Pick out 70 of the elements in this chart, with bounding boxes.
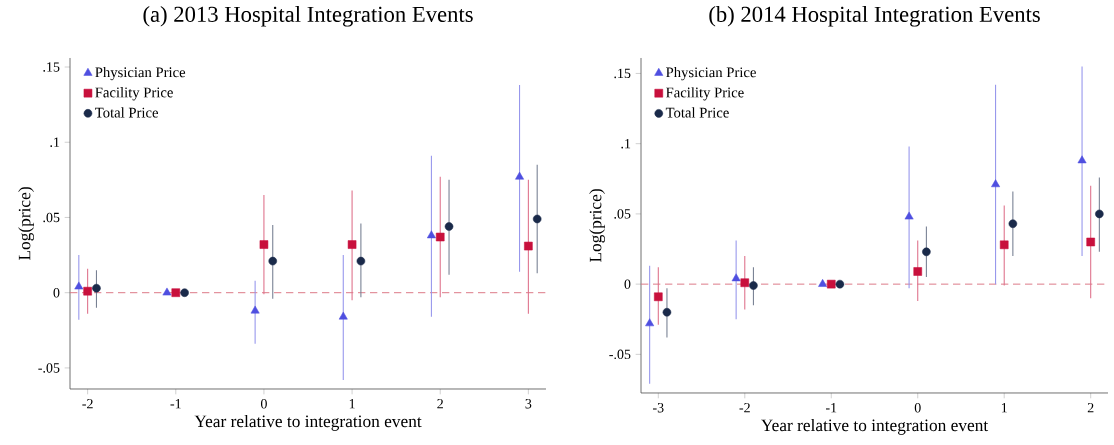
y-tick-label: -.05: [609, 349, 631, 360]
point: [426, 230, 436, 239]
point: [913, 267, 923, 276]
point: [991, 179, 1000, 188]
point: [92, 283, 101, 293]
point: [524, 241, 533, 251]
point: [1008, 219, 1018, 229]
y-tick-label: .15: [614, 68, 631, 79]
point: [1086, 237, 1095, 247]
y-tick-label: -.05: [38, 363, 60, 373]
x-tick-label: 3: [525, 399, 532, 409]
x-tick-label: 2: [437, 399, 443, 409]
point: [83, 286, 92, 296]
x-tick-label: -3: [652, 403, 664, 413]
point: [1077, 155, 1087, 164]
y-tick-label: 0: [624, 279, 631, 289]
point: [347, 240, 357, 249]
legend-label: Total Price: [95, 107, 159, 118]
point: [162, 287, 172, 296]
point: [731, 273, 741, 282]
x-axis-title: Year relative to integration event: [194, 414, 422, 431]
x-tick-label: -2: [82, 399, 93, 409]
point: [645, 318, 655, 327]
legend-label: Total Price: [665, 107, 729, 118]
point: [904, 211, 914, 220]
legend-label: Physician Price: [666, 66, 756, 81]
y-tick-label: 0: [53, 287, 60, 298]
x-tick-label: -1: [825, 403, 837, 413]
point: [532, 214, 542, 224]
x-tick-label: 0: [260, 399, 267, 409]
y-tick-label: .1: [621, 138, 631, 149]
y-tick-label: .05: [614, 209, 631, 219]
point: [435, 232, 445, 242]
legend-label: Physician Price: [95, 66, 186, 81]
y-axis-title: Log(price): [589, 189, 605, 263]
point: [1095, 209, 1104, 219]
point: [818, 279, 828, 287]
chart-title: (a) 2013 Hospital Integration Events: [143, 6, 473, 27]
point: [444, 222, 454, 231]
point: [999, 240, 1009, 250]
point: [749, 281, 758, 290]
chart-title: (b) 2014 Hospital Integration Events: [709, 6, 1040, 27]
x-tick-label: -1: [170, 399, 181, 409]
x-tick-label: 0: [914, 403, 921, 413]
y-axis-title: Log(price): [18, 187, 34, 261]
y-tick-label: .1: [50, 137, 60, 147]
point: [180, 288, 189, 297]
point: [835, 279, 845, 289]
point: [515, 171, 524, 180]
legend-label: Facility Price: [666, 87, 744, 101]
point: [338, 311, 348, 320]
point: [356, 256, 366, 266]
x-axis-title: Year relative to integration event: [761, 418, 989, 435]
y-tick-label: .15: [43, 62, 60, 72]
x-tick-label: 1: [349, 399, 355, 409]
y-tick-label: .05: [43, 212, 60, 223]
x-tick-label: -2: [739, 403, 750, 413]
point: [826, 279, 836, 289]
point: [250, 305, 260, 314]
point: [259, 240, 269, 249]
point: [740, 278, 750, 287]
x-tick-label: 2: [1087, 403, 1094, 413]
point: [171, 288, 181, 297]
legend-label: Facility Price: [95, 87, 173, 101]
point: [268, 256, 278, 266]
point: [654, 292, 663, 302]
x-tick-label: 1: [1001, 403, 1007, 413]
point: [662, 307, 672, 317]
point: [74, 281, 84, 290]
point: [922, 247, 931, 257]
